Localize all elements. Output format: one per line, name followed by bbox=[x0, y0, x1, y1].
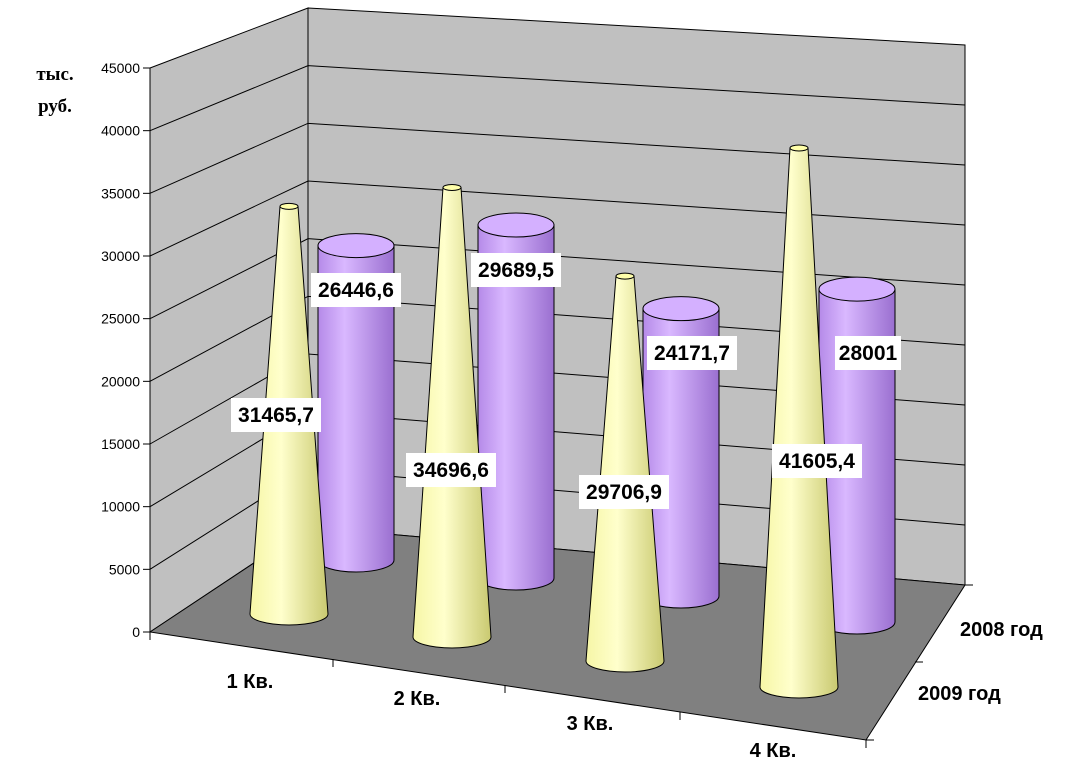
cylinder-top-2008-3 bbox=[642, 296, 720, 322]
y-tick-label: 10000 bbox=[101, 499, 140, 515]
data-labels: 26446,6 29689,5 24171,7 28001 31465,7 34696,6… bbox=[231, 253, 901, 509]
data-label-text: 41605,4 bbox=[779, 450, 855, 473]
data-label-2009-4: 41605,4 bbox=[772, 444, 862, 478]
data-label-box bbox=[579, 475, 669, 509]
y-tick-label: 20000 bbox=[101, 373, 140, 389]
data-label-text: 24171,7 bbox=[654, 342, 730, 365]
data-label-text: 29689,5 bbox=[478, 259, 554, 282]
y-tick-label: 35000 bbox=[101, 185, 140, 201]
data-label-text: 31465,7 bbox=[238, 404, 314, 427]
data-label-text: 34696,6 bbox=[413, 459, 489, 482]
bars bbox=[249, 144, 896, 699]
category-ticks bbox=[149, 584, 973, 748]
gridline bbox=[149, 238, 966, 320]
cone-top-2009-3 bbox=[615, 272, 635, 280]
data-label-text: 28001 bbox=[839, 342, 898, 365]
data-label-box bbox=[311, 273, 401, 307]
data-label-box bbox=[772, 444, 862, 478]
data-label-2009-1: 31465,7 bbox=[231, 398, 321, 432]
data-label-box bbox=[406, 453, 496, 487]
y-unit-line-1: тыс. bbox=[36, 64, 73, 85]
data-label-2008-1: 26446,6 bbox=[311, 273, 401, 307]
y-axis: 0 5000 10000 15000 20000 25000 30000 35000 40000… bbox=[101, 60, 151, 640]
y-unit-line-2: руб. bbox=[38, 96, 72, 117]
category-label-3: 3 Кв. bbox=[567, 713, 614, 735]
data-label-text: 26446,6 bbox=[318, 279, 394, 302]
gridline bbox=[149, 180, 966, 257]
cone-2009-3 bbox=[585, 275, 665, 673]
y-tick-label: 5000 bbox=[109, 561, 140, 577]
y-tick-label: 40000 bbox=[101, 123, 140, 139]
category-label-1: 1 Кв. bbox=[227, 671, 274, 693]
category-label-2: 2 Кв. bbox=[394, 688, 441, 710]
data-label-box bbox=[231, 398, 321, 432]
cylinder-top-2008-4 bbox=[818, 276, 896, 302]
cone-top-2009-4 bbox=[789, 144, 809, 152]
series-label-2008: 2008 год bbox=[960, 619, 1043, 641]
data-label-2009-2: 34696,6 bbox=[406, 453, 496, 487]
cone-2009-2 bbox=[412, 186, 492, 649]
cylinder-top-2008-2 bbox=[477, 212, 555, 238]
series-label-2009: 2009 год bbox=[918, 683, 1001, 705]
data-label-box bbox=[835, 336, 901, 370]
y-tick-label: 0 bbox=[132, 624, 140, 640]
data-label-2008-4: 28001 bbox=[835, 336, 901, 370]
data-label-box bbox=[471, 253, 561, 287]
y-tick-label: 45000 bbox=[101, 60, 140, 76]
gridline bbox=[149, 65, 966, 132]
category-label-4: 4 Кв. bbox=[750, 740, 797, 762]
cone-top-2009-2 bbox=[442, 183, 462, 191]
gridline bbox=[149, 122, 966, 194]
gridline bbox=[149, 295, 966, 382]
cone-top-2009-1 bbox=[279, 202, 299, 210]
data-label-box bbox=[647, 336, 737, 370]
y-tick-label: 15000 bbox=[101, 436, 140, 452]
data-label-text: 29706,9 bbox=[586, 481, 662, 504]
y-tick-label: 30000 bbox=[101, 248, 140, 264]
data-label-2008-2: 29689,5 bbox=[471, 253, 561, 287]
y-tick-label: 25000 bbox=[101, 311, 140, 327]
data-label-2008-3: 24171,7 bbox=[647, 336, 737, 370]
cone-2009-4 bbox=[759, 147, 839, 699]
cylinder-top-2008-1 bbox=[317, 233, 395, 259]
data-label-2009-3: 29706,9 bbox=[579, 475, 669, 509]
